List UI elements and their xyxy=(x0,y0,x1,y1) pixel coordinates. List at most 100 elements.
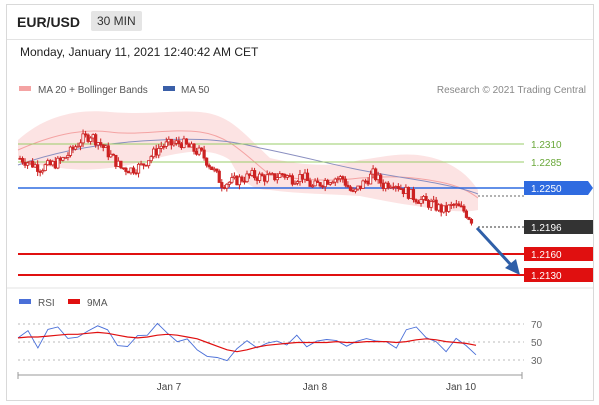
rsi-tick-30: 30 xyxy=(531,356,543,367)
candle-body xyxy=(71,146,75,150)
candle-body xyxy=(28,160,32,164)
candle-body xyxy=(177,140,181,145)
candle-body xyxy=(328,182,332,185)
credit-label: Research © 2021 Trading Central xyxy=(437,85,586,96)
candle-body xyxy=(437,204,441,211)
candle-body xyxy=(285,175,289,178)
rsi-ma-legend-label: 9MA xyxy=(87,298,108,309)
candle-body xyxy=(452,203,456,206)
candle-body xyxy=(419,199,423,204)
candle-body xyxy=(194,150,199,155)
candle-body xyxy=(114,154,118,167)
candle-body xyxy=(89,137,93,142)
candle-body xyxy=(18,157,22,160)
candle-body xyxy=(134,172,138,175)
candle-body xyxy=(411,189,416,201)
candle-body xyxy=(416,201,421,204)
candle-body xyxy=(235,175,239,186)
rsi-legend-label: RSI xyxy=(38,298,55,309)
rsi-tick-70: 70 xyxy=(531,320,543,331)
candle-body xyxy=(78,142,83,147)
candle-body xyxy=(401,188,405,195)
level-label-1-2160: 1.2160 xyxy=(531,250,562,261)
rsi-panel xyxy=(17,322,477,362)
candle-body xyxy=(109,153,113,158)
candle-body xyxy=(469,219,474,224)
candle-body xyxy=(439,204,443,213)
candle-body xyxy=(258,173,262,181)
candle-body xyxy=(53,161,57,169)
candle-body xyxy=(237,176,242,186)
candle-body xyxy=(25,162,30,166)
candle-body xyxy=(283,173,287,178)
ma20-line xyxy=(17,130,479,199)
timeframe-badge[interactable]: 30 MIN xyxy=(91,11,142,31)
candle-body xyxy=(263,175,267,182)
rsi-legend-swatch xyxy=(19,299,31,304)
candle-body xyxy=(376,174,380,181)
candle-body xyxy=(331,181,335,184)
candle-body xyxy=(182,138,186,149)
candle-body xyxy=(207,164,211,168)
candle-body xyxy=(396,186,400,189)
level-tag-1-2130 xyxy=(524,268,593,282)
candle-body xyxy=(318,182,322,187)
chart-header: EUR/USD 30 MIN xyxy=(7,5,593,40)
candle-body xyxy=(333,178,337,183)
candle-body xyxy=(464,210,469,218)
candle-body xyxy=(58,157,62,161)
candle-body xyxy=(63,156,67,159)
candle-body xyxy=(215,168,219,172)
candle-body xyxy=(38,171,42,173)
candle-body xyxy=(199,147,204,151)
candle-body xyxy=(220,182,224,188)
candle-body xyxy=(119,160,123,169)
ma50-legend-label: MA 50 xyxy=(181,85,210,96)
candle-body xyxy=(278,173,282,179)
candle-body xyxy=(68,146,73,156)
level-label-1-2196: 1.2196 xyxy=(531,223,562,234)
bollinger-legend-label: MA 20 + Bollinger Bands xyxy=(38,85,148,96)
candle-body xyxy=(343,178,347,186)
candle-body xyxy=(462,205,466,212)
candle-body xyxy=(31,160,35,168)
candle-body xyxy=(321,185,325,188)
candle-body xyxy=(290,175,295,185)
candle-body xyxy=(51,161,55,166)
candle-body xyxy=(374,168,378,181)
candle-body xyxy=(270,173,274,176)
candle-body xyxy=(187,143,191,148)
candle-body xyxy=(76,145,80,148)
candle-body xyxy=(323,180,327,188)
candle-body xyxy=(159,145,163,149)
candle-body xyxy=(368,173,373,185)
candle-body xyxy=(399,188,403,190)
candle-body xyxy=(391,186,395,189)
candle-body xyxy=(167,138,171,143)
candle-body xyxy=(116,160,120,167)
candle-body xyxy=(46,160,50,166)
candle-body xyxy=(131,167,136,174)
candle-body xyxy=(280,173,284,176)
candle-body xyxy=(230,177,234,183)
candle-body xyxy=(23,161,27,166)
candle-body xyxy=(81,133,85,144)
candle-body xyxy=(212,168,216,171)
candle-body xyxy=(421,196,426,200)
candle-body xyxy=(147,160,151,167)
candle-body xyxy=(179,143,184,149)
candle-body xyxy=(205,157,209,166)
candle-body xyxy=(459,205,463,208)
candle-body xyxy=(121,167,126,170)
candle-body xyxy=(434,199,438,211)
rsi-ma-legend-swatch xyxy=(68,299,80,304)
level-label-1-2285: 1.2285 xyxy=(531,158,562,169)
candle-body xyxy=(202,149,206,159)
level-tag-1-2160 xyxy=(524,247,593,261)
candle-body xyxy=(316,180,320,183)
candle-body xyxy=(164,141,168,147)
candle-body xyxy=(184,138,189,145)
candle-body xyxy=(288,175,292,177)
candle-body xyxy=(338,176,342,180)
